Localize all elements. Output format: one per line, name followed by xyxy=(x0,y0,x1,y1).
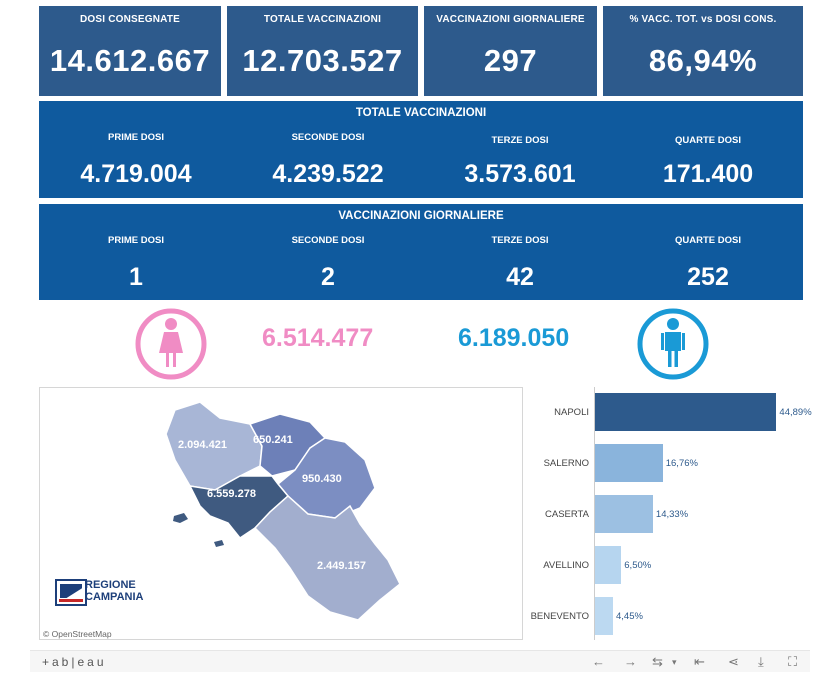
male-count: 6.189.050 xyxy=(458,324,570,352)
redo-icon[interactable]: → xyxy=(624,654,637,669)
col-label: PRIME DOSI xyxy=(108,132,164,143)
map-canvas[interactable]: 2.094.421 650.241 950.430 6.559.278 2.44… xyxy=(40,388,524,641)
map-label-benevento: 650.241 xyxy=(253,434,293,446)
bar-axis xyxy=(594,387,595,640)
revert-icon[interactable]: ⇆ xyxy=(652,654,663,669)
map-island-capri xyxy=(214,540,224,547)
col-label: QUARTE DOSI xyxy=(675,135,741,146)
bar-label-caserta: CASERTA xyxy=(545,509,589,520)
map-label-napoli: 6.559.278 xyxy=(207,488,256,500)
share-icon[interactable]: ⋖ xyxy=(728,654,739,669)
logo-text: REGIONE CAMPANIA xyxy=(85,579,143,603)
kpi-title: DOSI CONSEGNATE xyxy=(79,14,181,25)
chevron-down-icon[interactable]: ▾ xyxy=(672,657,677,667)
bar-value-avellino: 6,50% xyxy=(624,560,652,571)
tableau-toolbar: +ab|eau ← → ⇆ ▾ ⇤ ⋖ ⤓ ⛶ xyxy=(30,650,810,672)
col-value: 252 xyxy=(687,263,729,291)
col-label: TERZE DOSI xyxy=(491,235,549,246)
col-label: PRIME DOSI xyxy=(108,235,164,246)
bar-avellino[interactable] xyxy=(595,546,622,584)
map-region-salerno xyxy=(253,494,401,621)
totale-quarte-dosi: QUARTE DOSI 171.400 xyxy=(613,135,803,189)
col-value: 42 xyxy=(506,263,534,291)
col-value: 4.719.004 xyxy=(80,160,192,188)
bar-value-napoli: 44,89% xyxy=(779,407,812,418)
giornaliere-seconde-dosi: SECONDE DOSI 2 xyxy=(233,235,423,292)
bar-label-napoli: NAPOLI xyxy=(554,407,589,418)
kpi-title: % VACC. TOT. vs DOSI CONS. xyxy=(629,14,777,25)
map-region-caserta xyxy=(165,401,263,491)
regione-campania-logo xyxy=(55,579,87,606)
col-value: 2 xyxy=(321,263,335,291)
download-icon[interactable]: ⤓ xyxy=(758,654,764,669)
undo-icon[interactable]: ← xyxy=(592,654,605,669)
map-label-salerno: 2.449.157 xyxy=(317,560,366,572)
map-island-ischia xyxy=(173,513,188,523)
giornaliere-prime-dosi: PRIME DOSI 1 xyxy=(41,235,231,292)
giornaliere-terze-dosi: TERZE DOSI 42 xyxy=(425,235,615,292)
col-value: 3.573.601 xyxy=(464,160,576,188)
kpi-totale-vaccinazioni: TOTALE VACCINAZIONI 12.703.527 xyxy=(227,6,418,96)
col-label: SECONDE DOSI xyxy=(291,132,365,143)
bar-value-caserta: 14,33% xyxy=(655,509,689,520)
kpi-value: 14.612.667 xyxy=(49,43,211,78)
totale-vaccinazioni-panel: TOTALE VACCINAZIONI PRIME DOSI 4.719.004… xyxy=(39,101,803,198)
logo-line-1: REGIONE xyxy=(85,579,136,591)
bar-label-benevento: BENEVENTO xyxy=(530,611,589,622)
bar-label-avellino: AVELLINO xyxy=(543,560,589,571)
kpi-title: TOTALE VACCINAZIONI xyxy=(263,14,382,25)
col-value: 171.400 xyxy=(662,160,754,188)
map-attribution[interactable]: © OpenStreetMap xyxy=(43,629,112,639)
bar-value-salerno: 16,76% xyxy=(665,458,698,469)
panel-header: VACCINAZIONI GIORNALIERE xyxy=(338,210,504,222)
map-label-caserta: 2.094.421 xyxy=(178,439,227,451)
kpi-percentuale: % VACC. TOT. vs DOSI CONS. 86,94% xyxy=(603,6,803,96)
kpi-dosi-consegnate: DOSI CONSEGNATE 14.612.667 xyxy=(39,6,221,96)
totale-terze-dosi: TERZE DOSI 3.573.601 xyxy=(425,135,615,189)
fullscreen-icon[interactable]: ⛶ xyxy=(788,654,798,669)
province-bar-chart: NAPOLI 44,89% SALERNO 16,76% CASERTA 14,33% AV… xyxy=(527,387,812,640)
female-icon xyxy=(135,308,207,380)
panel-header: TOTALE VACCINAZIONI xyxy=(355,107,487,119)
totale-prime-dosi: PRIME DOSI 4.719.004 xyxy=(41,132,231,189)
col-label: SECONDE DOSI xyxy=(291,235,365,246)
logo-line-2: CAMPANIA xyxy=(85,591,144,603)
male-icon xyxy=(637,308,709,380)
col-label: QUARTE DOSI xyxy=(675,235,741,246)
campania-map[interactable]: 2.094.421 650.241 950.430 6.559.278 2.44… xyxy=(39,387,523,640)
tableau-brand[interactable]: +ab|eau xyxy=(42,655,107,669)
reset-icon[interactable]: ⇤ xyxy=(694,654,705,669)
bar-caserta[interactable] xyxy=(595,495,653,533)
kpi-value: 86,94% xyxy=(648,43,758,78)
kpi-value: 297 xyxy=(483,43,538,78)
col-label: TERZE DOSI xyxy=(491,135,549,146)
col-value: 4.239.522 xyxy=(272,160,384,188)
giornaliere-quarte-dosi: QUARTE DOSI 252 xyxy=(613,235,803,292)
female-count: 6.514.477 xyxy=(262,324,374,352)
kpi-title: VACCINAZIONI GIORNALIERE xyxy=(436,14,585,25)
bar-salerno[interactable] xyxy=(595,444,663,482)
bar-label-salerno: SALERNO xyxy=(543,458,589,469)
bar-value-benevento: 4,45% xyxy=(615,611,643,622)
totale-seconde-dosi: SECONDE DOSI 4.239.522 xyxy=(233,132,423,189)
vaccinazioni-giornaliere-panel: VACCINAZIONI GIORNALIERE PRIME DOSI 1 SE… xyxy=(39,204,803,300)
kpi-value: 12.703.527 xyxy=(242,43,403,78)
bar-napoli[interactable] xyxy=(595,393,777,431)
kpi-vaccinazioni-giornaliere: VACCINAZIONI GIORNALIERE 297 xyxy=(424,6,597,96)
map-label-avellino: 950.430 xyxy=(302,473,342,485)
col-value: 1 xyxy=(129,263,143,291)
bar-benevento[interactable] xyxy=(595,597,613,635)
